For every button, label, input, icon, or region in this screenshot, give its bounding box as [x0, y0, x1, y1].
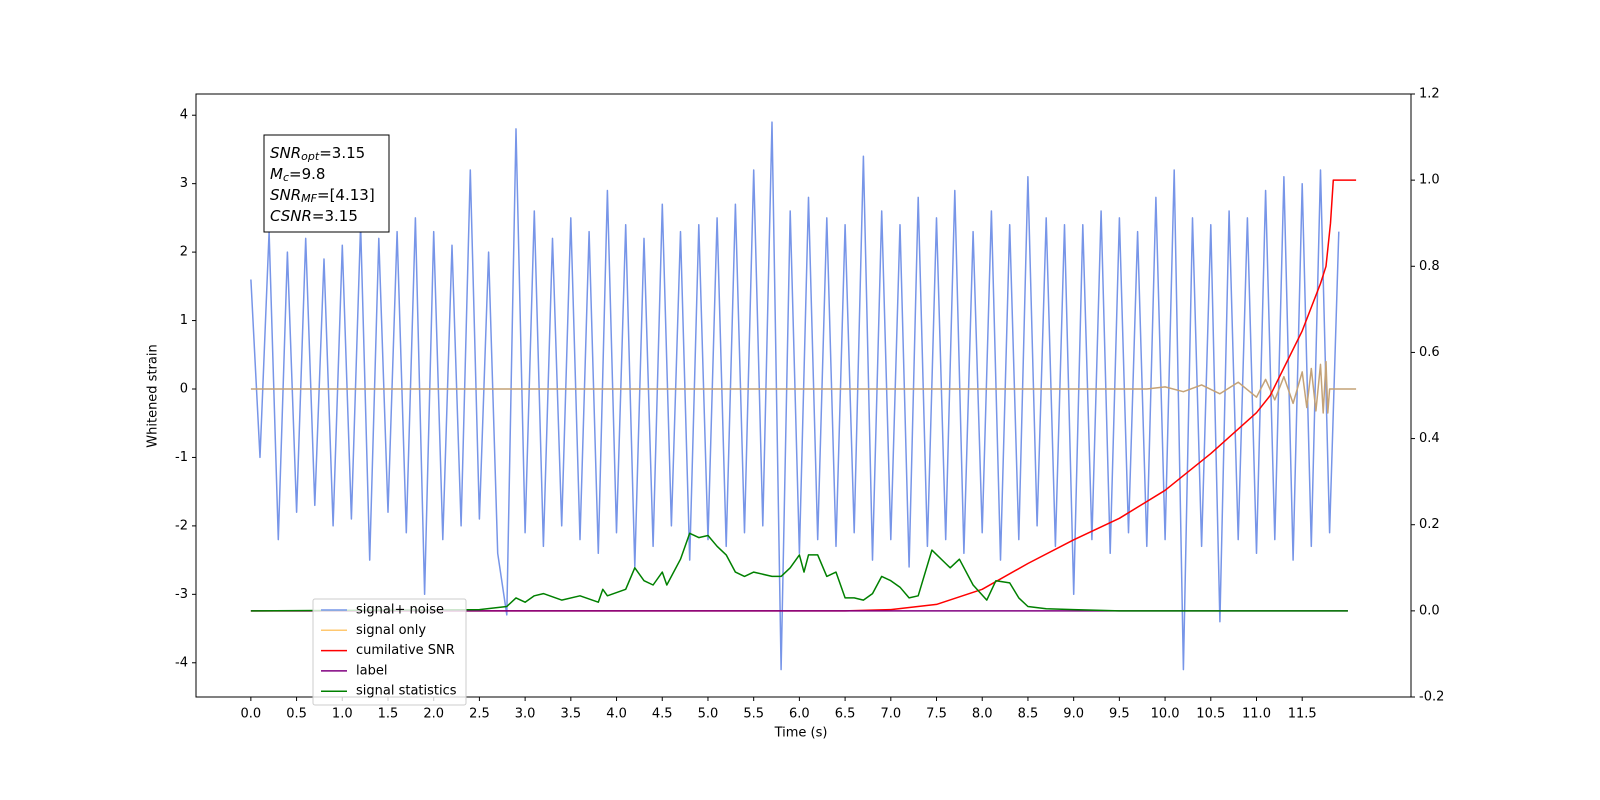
x-tick-label: 1.5 — [378, 707, 399, 722]
x-tick-label: 8.0 — [972, 707, 993, 722]
x-tick-label: 10.0 — [1151, 707, 1180, 722]
annotation-line: Mc=9.8 — [270, 165, 325, 185]
y-axis-label: Whitened strain — [146, 344, 161, 447]
y2-tick-label: 0.6 — [1419, 345, 1440, 360]
series-line — [250, 121, 1340, 671]
y2-tick-label: 1.0 — [1419, 173, 1440, 188]
plot-frame — [195, 93, 1412, 698]
x-tick-label: 5.0 — [698, 707, 719, 722]
x-tick-label: 0.5 — [286, 707, 307, 722]
annotation-value: =3.15 — [319, 144, 365, 162]
y-tick-label: -2 — [175, 518, 188, 533]
x-tick-label: 2.5 — [469, 707, 490, 722]
annotation-symbol: CSNR — [270, 207, 312, 225]
annotation-subscript: c — [283, 171, 289, 184]
x-tick-label: 7.5 — [926, 707, 947, 722]
legend-label: signal only — [356, 623, 426, 638]
x-tick-label: 8.5 — [1018, 707, 1039, 722]
x-tick-label: 3.0 — [515, 707, 536, 722]
x-tick-label: 9.0 — [1063, 707, 1084, 722]
annotation-symbol: M — [270, 165, 283, 183]
annotation-symbol: SNR — [270, 144, 301, 162]
legend-label: cumilative SNR — [356, 643, 455, 658]
y2-tick-label: 0.0 — [1419, 603, 1440, 618]
annotation-line: SNRopt=3.15 — [270, 144, 365, 164]
annotation-value: =[4.13] — [317, 186, 375, 204]
annotation-line: CSNR=3.15 — [270, 207, 358, 225]
x-tick-label: 11.0 — [1242, 707, 1271, 722]
y-tick-label: -3 — [175, 587, 188, 602]
x-tick-label: 7.0 — [880, 707, 901, 722]
legend-label: signal statistics — [356, 684, 457, 699]
annotation-line: SNRMF=[4.13] — [270, 186, 375, 206]
annotation-value: =3.15 — [312, 207, 358, 225]
series-line — [250, 532, 1348, 612]
y2-tick-label: -0.2 — [1419, 690, 1444, 705]
y2-tick-label: 0.2 — [1419, 517, 1440, 532]
legend-label: label — [356, 663, 387, 678]
x-tick-label: 6.0 — [789, 707, 810, 722]
y-tick-label: 1 — [180, 313, 188, 328]
annotation-subscript: opt — [301, 150, 320, 163]
annotation-subscript: MF — [301, 192, 317, 205]
annotation-box — [263, 134, 390, 233]
x-axis-label: Time (s) — [774, 726, 828, 741]
x-tick-label: 10.5 — [1196, 707, 1225, 722]
series-line — [250, 179, 1357, 612]
x-tick-label: 0.0 — [241, 707, 262, 722]
annotation-value: =9.8 — [289, 165, 325, 183]
y-tick-label: 4 — [180, 108, 188, 123]
legend-label: signal+ noise — [356, 603, 444, 618]
x-tick-label: 4.0 — [606, 707, 627, 722]
series-line — [250, 360, 1357, 414]
x-tick-label: 3.5 — [560, 707, 581, 722]
x-tick-label: 11.5 — [1288, 707, 1317, 722]
x-tick-label: 9.5 — [1109, 707, 1130, 722]
x-tick-label: 4.5 — [652, 707, 673, 722]
annotation-symbol: SNR — [270, 186, 301, 204]
y2-tick-label: 0.4 — [1419, 431, 1440, 446]
x-tick-label: 1.0 — [332, 707, 353, 722]
x-tick-label: 2.0 — [423, 707, 444, 722]
y-tick-label: -1 — [175, 450, 188, 465]
y-tick-label: 3 — [180, 176, 188, 191]
y-tick-label: 0 — [180, 381, 188, 396]
legend-box — [312, 598, 467, 706]
y2-tick-label: 0.8 — [1419, 259, 1440, 274]
x-tick-label: 6.5 — [835, 707, 856, 722]
y-tick-label: 2 — [180, 245, 188, 260]
y-tick-label: -4 — [175, 655, 188, 670]
x-tick-label: 5.5 — [743, 707, 764, 722]
y2-tick-label: 1.2 — [1419, 87, 1440, 102]
